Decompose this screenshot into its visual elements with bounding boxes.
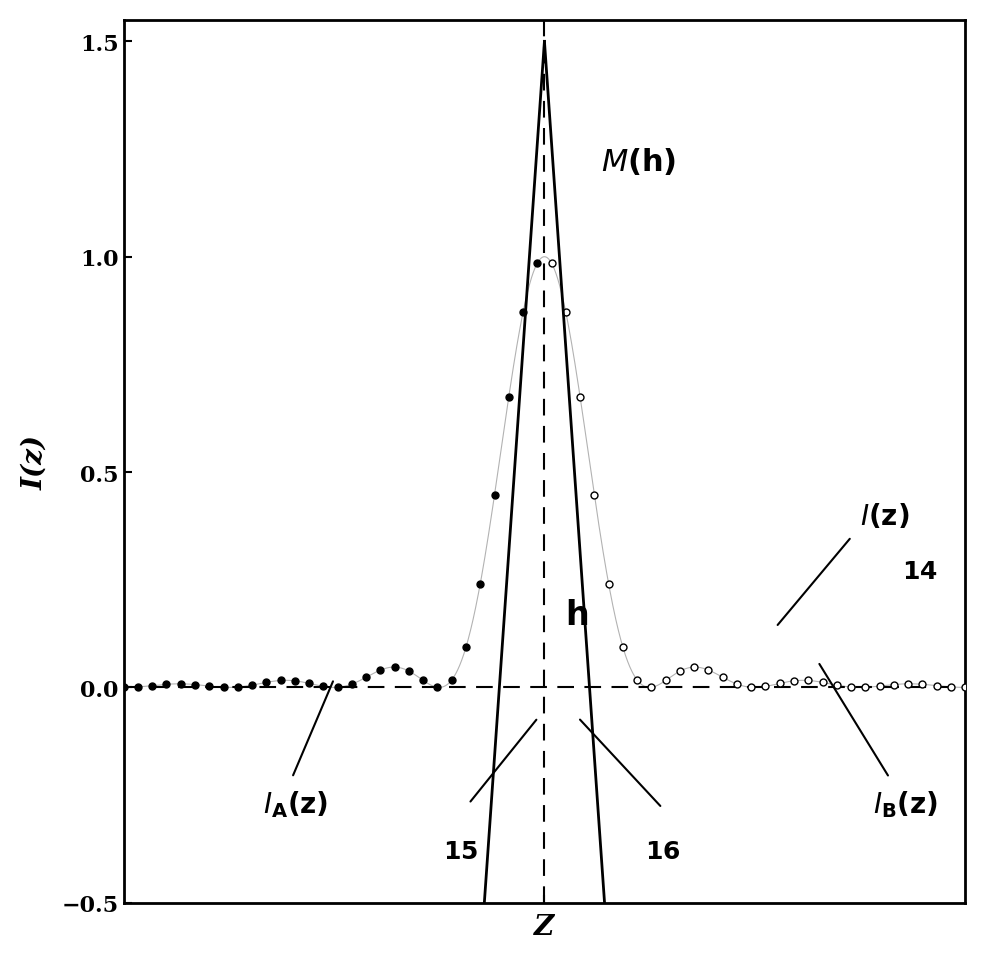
Text: $\mathbf{h}$: $\mathbf{h}$ (566, 598, 589, 631)
Text: $\mathbf{15}$: $\mathbf{15}$ (443, 839, 478, 863)
Text: $\mathbf{16}$: $\mathbf{16}$ (645, 839, 680, 863)
Text: $\mathbf{\mathit{I}_B(z)}$: $\mathbf{\mathit{I}_B(z)}$ (873, 788, 938, 819)
Y-axis label: I(z): I(z) (21, 434, 48, 489)
Text: $\mathbf{14}$: $\mathbf{14}$ (902, 559, 938, 583)
Text: $\mathbf{\mathit{I}(z)}$: $\mathbf{\mathit{I}(z)}$ (860, 501, 909, 530)
Text: $\mathbf{\mathit{I}_A(z)}$: $\mathbf{\mathit{I}_A(z)}$ (262, 788, 327, 819)
Text: $\mathbf{\mathit{M}(h)}$: $\mathbf{\mathit{M}(h)}$ (601, 147, 676, 179)
X-axis label: Z: Z (534, 913, 554, 940)
